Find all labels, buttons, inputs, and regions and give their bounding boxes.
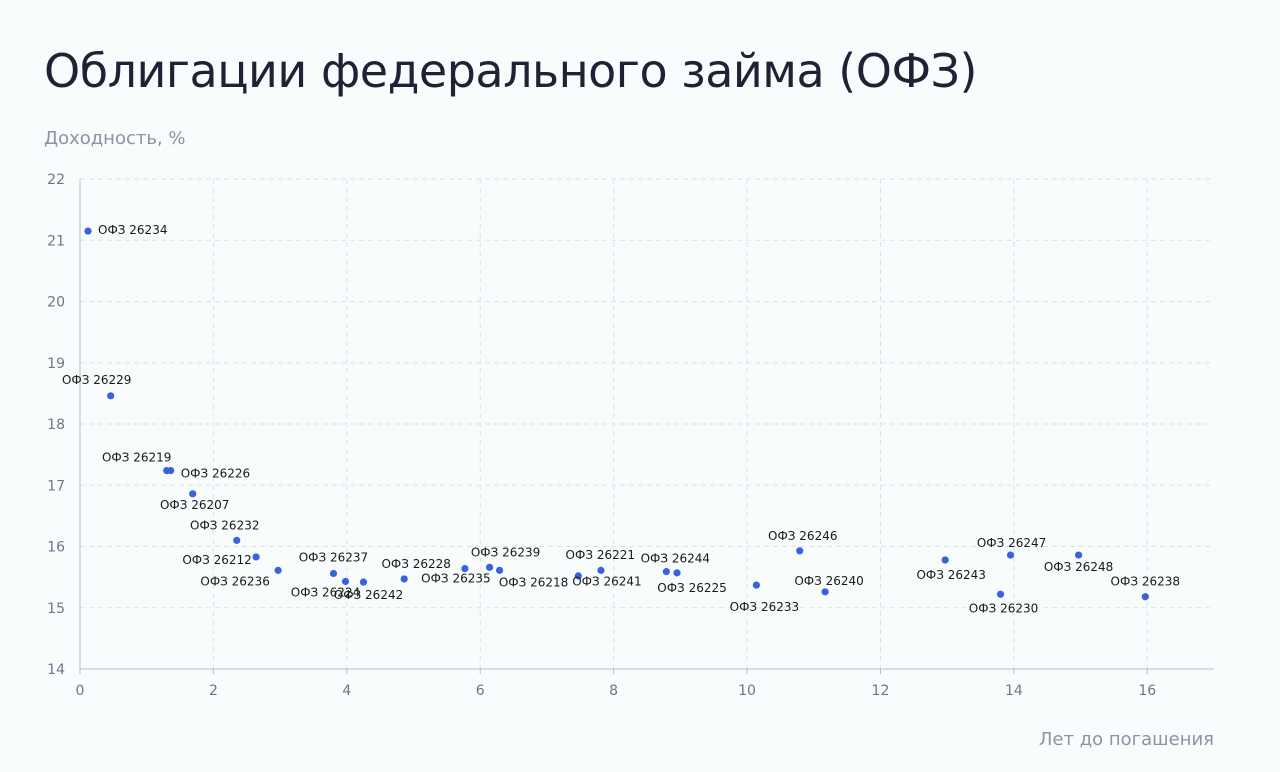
data-point bbox=[941, 556, 949, 564]
data-point bbox=[461, 564, 469, 573]
x-tick-label: 8 bbox=[609, 683, 618, 699]
point-label: ОФЗ 26225 bbox=[657, 581, 726, 595]
point-label: ОФЗ 26224 bbox=[291, 585, 360, 599]
data-point bbox=[495, 566, 504, 574]
point-label: ОФЗ 26246 bbox=[768, 529, 837, 543]
point-label: ОФЗ 26229 bbox=[62, 373, 131, 387]
y-tick-label: 16 bbox=[47, 540, 65, 556]
data-point bbox=[233, 536, 241, 544]
point-label: ОФЗ 26241 bbox=[572, 574, 641, 588]
point-label: ОФЗ 26234 bbox=[98, 223, 167, 237]
y-tick-label: 14 bbox=[47, 662, 65, 678]
point-label: ОФЗ 26228 bbox=[381, 557, 450, 571]
point-label: ОФЗ 26238 bbox=[1111, 575, 1180, 589]
data-point bbox=[996, 590, 1005, 598]
x-tick-label: 4 bbox=[342, 683, 351, 699]
x-tick-label: 16 bbox=[1138, 683, 1156, 699]
point-label: ОФЗ 26244 bbox=[641, 552, 710, 566]
data-point bbox=[359, 578, 368, 586]
data-point bbox=[252, 553, 260, 561]
data-point bbox=[341, 577, 350, 586]
data-point bbox=[673, 569, 681, 577]
point-label: ОФЗ 26243 bbox=[916, 568, 985, 582]
data-point bbox=[107, 392, 115, 400]
point-label: ОФЗ 26237 bbox=[299, 550, 368, 564]
point-label: ОФЗ 26242 bbox=[334, 588, 403, 602]
point-label: ОФЗ 26233 bbox=[730, 600, 799, 614]
point-label: ОФЗ 26240 bbox=[794, 574, 863, 588]
point-label: ОФЗ 26207 bbox=[160, 498, 229, 512]
data-point bbox=[1074, 551, 1083, 559]
data-point bbox=[274, 566, 282, 574]
data-point bbox=[597, 566, 605, 574]
data-point bbox=[1141, 593, 1149, 601]
data-point bbox=[821, 588, 829, 596]
x-tick-label: 12 bbox=[872, 683, 890, 699]
point-label: ОФЗ 26232 bbox=[190, 518, 259, 532]
point-label: ОФЗ 26247 bbox=[977, 536, 1046, 550]
data-point bbox=[796, 547, 804, 555]
chart-title: Облигации федерального займа (ОФЗ) bbox=[44, 44, 978, 98]
data-point bbox=[329, 569, 338, 578]
y-tick-label: 21 bbox=[47, 233, 65, 249]
y-tick-label: 15 bbox=[47, 601, 65, 617]
point-label: ОФЗ 26236 bbox=[200, 574, 269, 588]
point-label: ОФЗ 26230 bbox=[969, 601, 1038, 615]
point-label: ОФЗ 26218 bbox=[499, 575, 568, 589]
x-tick-label: 0 bbox=[76, 683, 85, 699]
x-tick-label: 6 bbox=[476, 683, 485, 699]
point-label: ОФЗ 26212 bbox=[182, 553, 251, 567]
data-point bbox=[752, 581, 760, 589]
point-label: ОФЗ 26226 bbox=[181, 467, 250, 481]
y-tick-label: 22 bbox=[47, 172, 65, 188]
y-tick-label: 19 bbox=[47, 356, 65, 372]
data-point bbox=[574, 572, 582, 580]
x-tick-label: 14 bbox=[1005, 683, 1023, 699]
y-tick-label: 17 bbox=[47, 478, 65, 494]
y-axis-label: Доходность, % bbox=[44, 128, 186, 149]
point-label: ОФЗ 26235 bbox=[421, 572, 490, 586]
x-tick-label: 2 bbox=[209, 683, 218, 699]
data-point bbox=[167, 466, 175, 475]
data-point bbox=[84, 227, 92, 235]
point-label: ОФЗ 26221 bbox=[566, 548, 635, 562]
point-label: ОФЗ 26248 bbox=[1044, 560, 1113, 574]
data-point bbox=[1006, 551, 1015, 559]
y-tick-label: 20 bbox=[47, 295, 65, 311]
data-point bbox=[400, 575, 408, 583]
data-point bbox=[485, 563, 494, 571]
x-tick-label: 10 bbox=[738, 683, 756, 699]
point-label: ОФЗ 26239 bbox=[471, 545, 540, 559]
x-axis-label: Лет до погашения bbox=[1038, 729, 1214, 750]
data-point bbox=[662, 568, 670, 576]
data-point bbox=[189, 490, 197, 498]
y-tick-label: 18 bbox=[47, 417, 65, 433]
point-label: ОФЗ 26219 bbox=[102, 451, 171, 465]
